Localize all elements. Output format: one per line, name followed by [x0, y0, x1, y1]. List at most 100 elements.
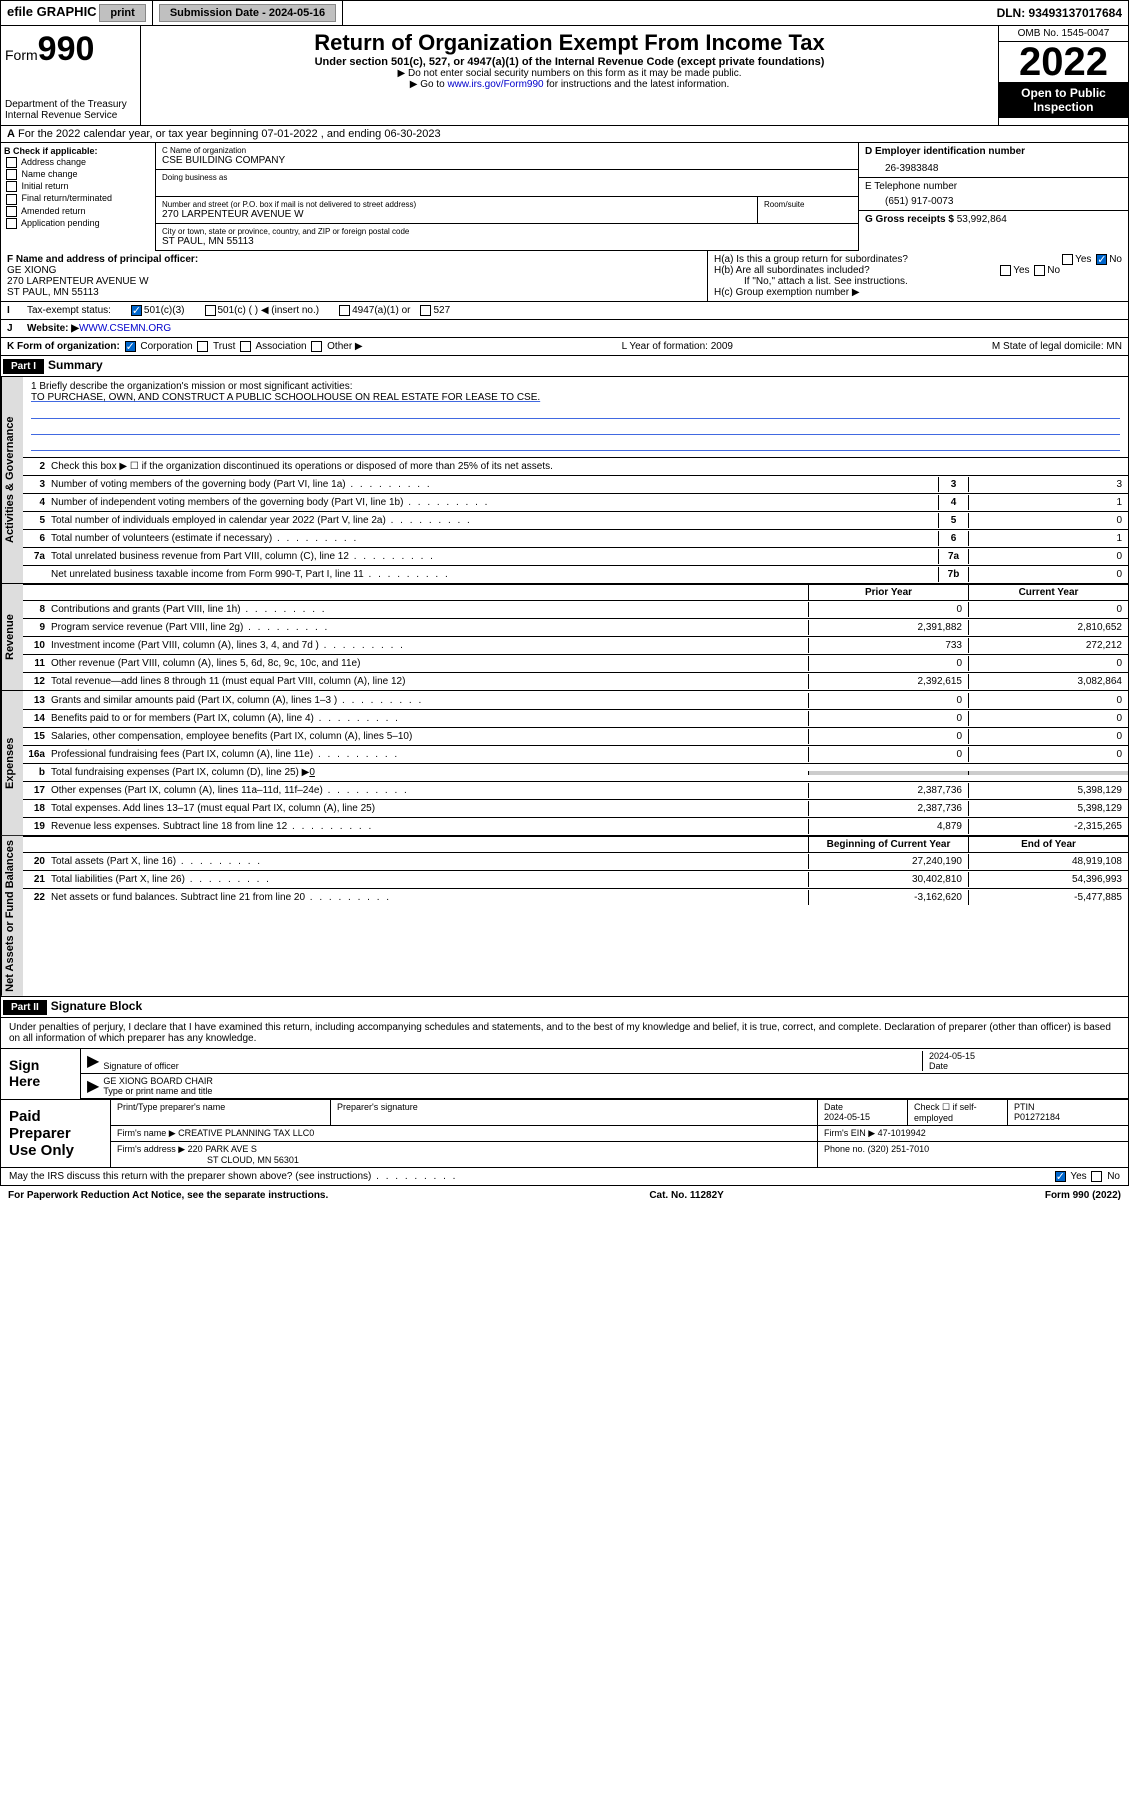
phone-label: E Telephone number [865, 181, 957, 192]
cb-corp[interactable] [125, 341, 136, 352]
status-i: I [7, 305, 27, 316]
part1-header: Part I [3, 359, 44, 374]
p15: 0 [808, 729, 968, 744]
addr-label: Number and street (or P.O. box if mail i… [162, 200, 751, 209]
org-address: 270 LARPENTEUR AVENUE W [162, 209, 751, 220]
paid-preparer-label: Paid Preparer Use Only [1, 1100, 111, 1167]
vlabel-revenue: Revenue [1, 584, 23, 690]
cb-501c3[interactable] [131, 305, 142, 316]
mission-label: 1 Briefly describe the organization's mi… [31, 381, 1120, 392]
form-title: Return of Organization Exempt From Incom… [145, 30, 994, 56]
val7a: 0 [968, 549, 1128, 564]
phone-value: (651) 917-0073 [865, 192, 1122, 207]
cb-4947[interactable] [339, 305, 350, 316]
checkbox-final[interactable] [6, 194, 17, 205]
c10: 272,212 [968, 638, 1128, 653]
firm-name: CREATIVE PLANNING TAX LLC0 [178, 1128, 314, 1138]
print-button[interactable]: print [99, 4, 145, 22]
cb-trust[interactable] [197, 341, 208, 352]
checkbox-pending[interactable] [6, 218, 17, 229]
org-name-label: C Name of organization [162, 146, 852, 155]
p10: 733 [808, 638, 968, 653]
discuss-no[interactable] [1091, 1171, 1102, 1182]
firm-city: ST CLOUD, MN 56301 [117, 1155, 811, 1165]
checkbox-amended[interactable] [6, 206, 17, 217]
cb-501c[interactable] [205, 305, 216, 316]
c18: 5,398,129 [968, 801, 1128, 816]
efile-label: efile GRAPHIC [7, 4, 97, 19]
cb-assoc[interactable] [240, 341, 251, 352]
suite-label: Room/suite [764, 200, 852, 209]
col-begin: Beginning of Current Year [808, 837, 968, 852]
c17: 5,398,129 [968, 783, 1128, 798]
k-label: K Form of organization: [7, 341, 120, 352]
tax-year: 2022 [999, 42, 1128, 82]
website-link[interactable]: WWW.CSEMN.ORG [79, 323, 171, 334]
firm-phone: (320) 251-7010 [868, 1144, 930, 1154]
ein-value: 26-3983848 [865, 157, 1122, 174]
col-prior: Prior Year [808, 585, 968, 600]
line6: Total number of volunteers (estimate if … [51, 531, 938, 546]
ein-label: D Employer identification number [865, 146, 1025, 157]
line5: Total number of individuals employed in … [51, 513, 938, 528]
ha-yes[interactable] [1062, 254, 1073, 265]
web-label: Website: ▶ [27, 323, 79, 334]
p11: 0 [808, 656, 968, 671]
line13: Grants and similar amounts paid (Part IX… [51, 693, 808, 708]
c16a: 0 [968, 747, 1128, 762]
line22: Net assets or fund balances. Subtract li… [51, 890, 808, 905]
c12: 3,082,864 [968, 674, 1128, 689]
gross-value: 53,992,864 [957, 214, 1007, 225]
hb-label: H(b) Are all subordinates included? [714, 265, 870, 276]
discuss-yes[interactable] [1055, 1171, 1066, 1182]
pra-notice: For Paperwork Reduction Act Notice, see … [8, 1190, 328, 1201]
prep-ptin: P01272184 [1014, 1112, 1060, 1122]
city-label: City or town, state or province, country… [162, 227, 852, 236]
p18: 2,387,736 [808, 801, 968, 816]
form-footer: Form 990 (2022) [1045, 1190, 1121, 1201]
hb-note: If "No," attach a list. See instructions… [714, 276, 1122, 287]
officer-city: ST PAUL, MN 55113 [7, 287, 701, 298]
line19: Revenue less expenses. Subtract line 18 … [51, 819, 808, 834]
line3: Number of voting members of the governin… [51, 477, 938, 492]
vlabel-governance: Activities & Governance [1, 377, 23, 583]
irs-link[interactable]: www.irs.gov/Form990 [447, 79, 543, 90]
form-number: Form990 [5, 30, 136, 69]
checkbox-addr-change[interactable] [6, 157, 17, 168]
note-ssn: ▶ Do not enter social security numbers o… [145, 68, 994, 79]
officer-addr: 270 LARPENTEUR AVENUE W [7, 276, 701, 287]
col-current: Current Year [968, 585, 1128, 600]
submission-date-button[interactable]: Submission Date - 2024-05-16 [159, 4, 336, 22]
prep-print-label: Print/Type preparer's name [111, 1100, 331, 1125]
checkbox-initial[interactable] [6, 181, 17, 192]
prep-sig-label: Preparer's signature [331, 1100, 818, 1125]
line7a: Total unrelated business revenue from Pa… [51, 549, 938, 564]
p16a: 0 [808, 747, 968, 762]
firm-ein: 47-1019942 [878, 1128, 926, 1138]
cb-527[interactable] [420, 305, 431, 316]
org-city: ST PAUL, MN 55113 [162, 236, 852, 247]
p20: 27,240,190 [808, 854, 968, 869]
ha-no[interactable] [1096, 254, 1107, 265]
cb-other[interactable] [311, 341, 322, 352]
line7b: Net unrelated business taxable income fr… [51, 567, 938, 582]
val5: 0 [968, 513, 1128, 528]
mission-text: TO PURCHASE, OWN, AND CONSTRUCT A PUBLIC… [31, 392, 1120, 403]
c13: 0 [968, 693, 1128, 708]
line18: Total expenses. Add lines 13–17 (must eq… [51, 801, 808, 816]
tax-period: A For the 2022 calendar year, or tax yea… [0, 126, 1129, 143]
line10: Investment income (Part VIII, column (A)… [51, 638, 808, 653]
hb-yes[interactable] [1000, 265, 1011, 276]
line15: Salaries, other compensation, employee b… [51, 729, 808, 744]
prep-check: Check ☐ if self-employed [908, 1100, 1008, 1125]
c14: 0 [968, 711, 1128, 726]
note-link: ▶ Go to www.irs.gov/Form990 for instruct… [145, 79, 994, 90]
p12: 2,392,615 [808, 674, 968, 689]
vlabel-expenses: Expenses [1, 691, 23, 835]
p17: 2,387,736 [808, 783, 968, 798]
line4: Number of independent voting members of … [51, 495, 938, 510]
checkbox-name-change[interactable] [6, 169, 17, 180]
hb-no[interactable] [1034, 265, 1045, 276]
c22: -5,477,885 [968, 890, 1128, 905]
dba-label: Doing business as [162, 173, 852, 182]
